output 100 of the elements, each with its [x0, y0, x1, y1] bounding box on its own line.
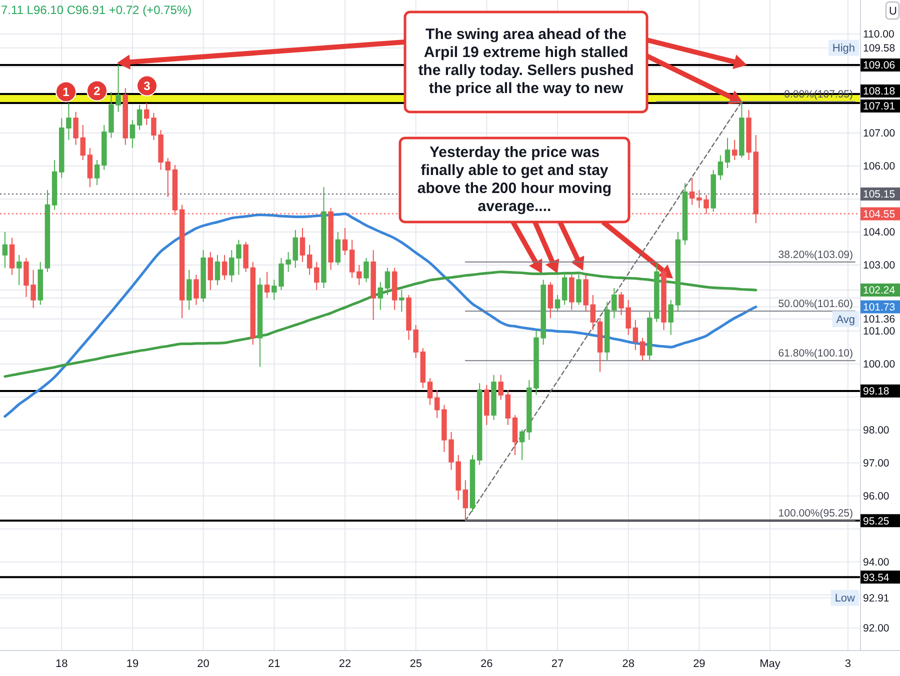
- candlestick: [675, 231, 681, 312]
- candlestick: [491, 374, 496, 421]
- candlestick: [356, 264, 362, 286]
- y-tick-label: 110.00: [863, 28, 894, 41]
- y-tick-label: 101.36: [863, 314, 896, 326]
- candlestick: [569, 274, 574, 310]
- candlestick: [52, 160, 58, 210]
- candlestick: [349, 239, 355, 278]
- ref-line-label: 104.55: [863, 208, 896, 220]
- candlestick: [136, 104, 142, 130]
- candlestick: [328, 207, 334, 270]
- candlestick: [718, 154, 724, 180]
- annotation: Yesterday the price was finally able to get and stay above the 200 hour moving average....: [417, 144, 612, 215]
- candlestick: [732, 139, 738, 161]
- y-tick-label: 106.00: [863, 160, 896, 173]
- x-tick-label: 19: [126, 658, 139, 670]
- y-tick-label: 109.58: [863, 42, 896, 55]
- y-tick-label: 104.00: [863, 226, 896, 239]
- candlestick: [342, 227, 348, 256]
- ref-line-label: 109.06: [863, 60, 896, 72]
- line-series: [4, 212, 758, 418]
- candlestick: [576, 271, 582, 306]
- ref-line-label: 105.15: [863, 188, 896, 201]
- candlestick: [44, 190, 50, 272]
- ref-line-label: 108.18: [863, 86, 896, 98]
- annotation: 3: [144, 79, 151, 94]
- x-tick-label: 29: [693, 658, 706, 670]
- candlestick: [668, 299, 674, 336]
- candlestick: [9, 237, 15, 276]
- candlestick: [214, 254, 220, 286]
- candlestick: [519, 429, 525, 460]
- candlestick: [200, 250, 206, 302]
- y-tick-label: 101.00: [863, 326, 896, 338]
- candlestick: [484, 384, 490, 426]
- candlestick: [321, 186, 326, 289]
- annotation: Avg: [836, 314, 856, 326]
- y-tick-label: 94.00: [863, 556, 890, 569]
- y-tick-label: 97.00: [863, 458, 890, 470]
- ref-line-label: 99.18: [863, 386, 890, 398]
- candlestick: [222, 254, 228, 280]
- candlestick: [434, 390, 440, 419]
- candlestick: [392, 267, 398, 310]
- candlestick: [640, 337, 646, 362]
- x-tick-label: 27: [551, 658, 564, 670]
- candlestick: [739, 101, 744, 159]
- candlestick: [462, 480, 468, 522]
- candlestick: [498, 374, 504, 400]
- candlestick: [420, 348, 426, 389]
- candlestick: [384, 267, 390, 296]
- x-tick-label: 21: [268, 658, 280, 670]
- y-tick-label: 102.24: [863, 284, 896, 297]
- annotation: 7.11 L96.10 C96.91 +0.72 (+0.75%): [1, 3, 192, 17]
- candlestick: [94, 160, 100, 186]
- data-label: 50.00%(101.60): [778, 298, 854, 310]
- candlestick: [399, 290, 404, 312]
- x-tick-label: 22: [338, 658, 352, 670]
- y-tick-label: 96.00: [863, 490, 890, 503]
- candlestick: [505, 390, 511, 426]
- candlestick: [370, 250, 376, 321]
- candlestick: [165, 158, 171, 198]
- candlestick: [654, 262, 660, 323]
- candlestick: [186, 269, 192, 310]
- candlestick: [682, 182, 688, 246]
- annotation: 2: [94, 84, 101, 98]
- candlestick: [470, 454, 476, 512]
- candlestick: [292, 229, 298, 268]
- candlestick: [646, 311, 652, 360]
- candlestick: [306, 244, 312, 276]
- candlestick: [2, 231, 8, 268]
- candlestick: [194, 274, 199, 306]
- candlestick: [314, 261, 320, 291]
- candlestick: [130, 120, 136, 148]
- candlestick: [257, 277, 263, 368]
- y-tick-label: 100.00: [863, 358, 896, 371]
- x-tick-label: 18: [56, 658, 68, 670]
- candlestick: [208, 252, 214, 291]
- data-label: 0.00%(107.95): [784, 88, 854, 101]
- candlestick: [80, 124, 86, 161]
- line-series: [4, 270, 758, 378]
- annotation: 1: [62, 85, 70, 100]
- candlestick: [73, 111, 78, 146]
- candlestick: [724, 137, 730, 168]
- annotation: The swing area ahead of the Arpil 19 extreme high stalled the rally today. Sellers pushed the price all the way to new: [418, 26, 634, 97]
- candlestick: [264, 271, 270, 298]
- candlestick: [243, 241, 248, 272]
- x-tick-label: 3: [844, 658, 852, 670]
- candlestick: [604, 301, 610, 360]
- y-tick-label: 98.00: [863, 424, 890, 437]
- candlestick: [661, 267, 666, 330]
- candlestick: [597, 318, 603, 372]
- data-label: 38.20%(103.09): [778, 248, 854, 261]
- ref-line-label: 107.91: [863, 100, 896, 113]
- data-label: 100.00%(95.25): [778, 508, 854, 520]
- y-tick-label: 101.73: [863, 302, 896, 314]
- x-tick-label: 25: [410, 658, 422, 670]
- x-tick-label: May: [760, 658, 781, 670]
- candlestick: [612, 288, 617, 319]
- candlestick: [689, 177, 695, 206]
- ref-line-label: 95.25: [863, 515, 890, 528]
- candlestick: [632, 320, 638, 351]
